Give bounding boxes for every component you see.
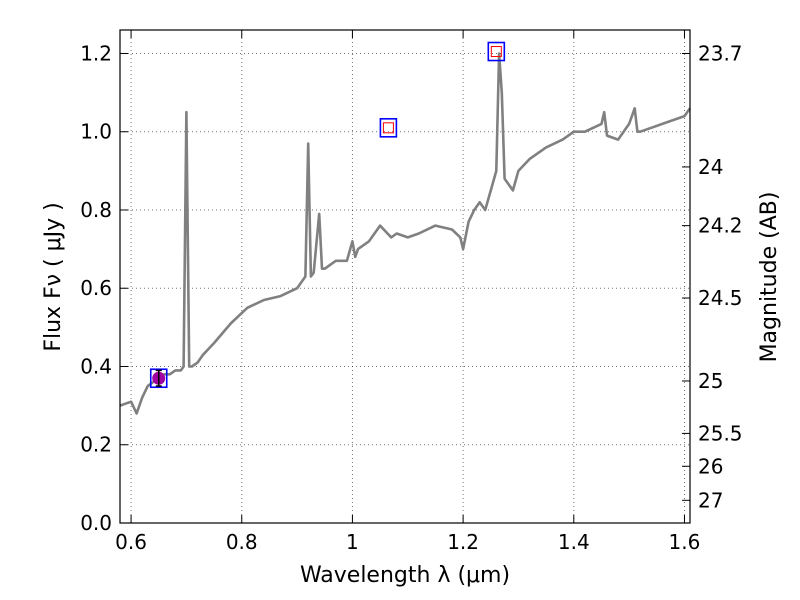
- spectrum-line: [119, 52, 692, 415]
- y-tick-label: 1.0: [80, 120, 112, 144]
- magnitude-tick-label: 24: [698, 155, 723, 179]
- y-tick-label: 0.8: [80, 198, 112, 222]
- y-tick-label: 0.6: [80, 276, 112, 300]
- photometry-box: [487, 41, 506, 62]
- magnitude-tick-label: 25.5: [698, 421, 743, 445]
- magnitude-tick-label: 27: [698, 488, 723, 512]
- x-tick-label: 0.8: [226, 530, 258, 554]
- x-tick-label: 1.6: [669, 530, 701, 554]
- y-axis-ticks: 0.0 0.2 0.4 0.6 0.8 1.0 1.2: [80, 41, 128, 535]
- magnitude-tick-label: 25: [698, 369, 723, 393]
- magnitude-axis-ticks: 23.7 24 24.2 24.5 25 25.5 26 27: [682, 41, 743, 512]
- series-layer: [119, 52, 692, 415]
- y-tick-label: 0.2: [80, 433, 112, 457]
- plot-frame: [119, 29, 691, 524]
- y-tick-label: 0.0: [80, 511, 112, 535]
- photometry-box: [149, 368, 168, 389]
- x-tick-label: 1: [346, 530, 359, 554]
- y2-axis-label: Magnitude (AB): [757, 192, 782, 363]
- magnitude-tick-label: 24.5: [698, 286, 743, 310]
- x-axis-label: Wavelength λ (μm): [300, 563, 510, 588]
- magnitude-tick-label: 24.2: [698, 214, 743, 238]
- model-photometry-point: [382, 122, 394, 134]
- y-tick-label: 1.2: [80, 41, 112, 65]
- observations-layer: [149, 41, 506, 389]
- grid-lines: [120, 30, 690, 524]
- x-tick-label: 1.2: [447, 530, 479, 554]
- magnitude-tick-label: 26: [698, 454, 723, 478]
- x-tick-label: 1.4: [558, 530, 590, 554]
- y-axis-label: Flux Fν ( μJy ): [41, 202, 66, 351]
- y-tick-label: 0.4: [80, 354, 112, 378]
- photometry-box: [379, 118, 398, 138]
- magnitude-tick-label: 23.7: [698, 41, 743, 65]
- x-tick-label: 0.6: [115, 530, 147, 554]
- x-axis-ticks: 0.6 0.8 1 1.2 1.4 1.6: [115, 30, 700, 554]
- model-photometry-point: [490, 46, 502, 58]
